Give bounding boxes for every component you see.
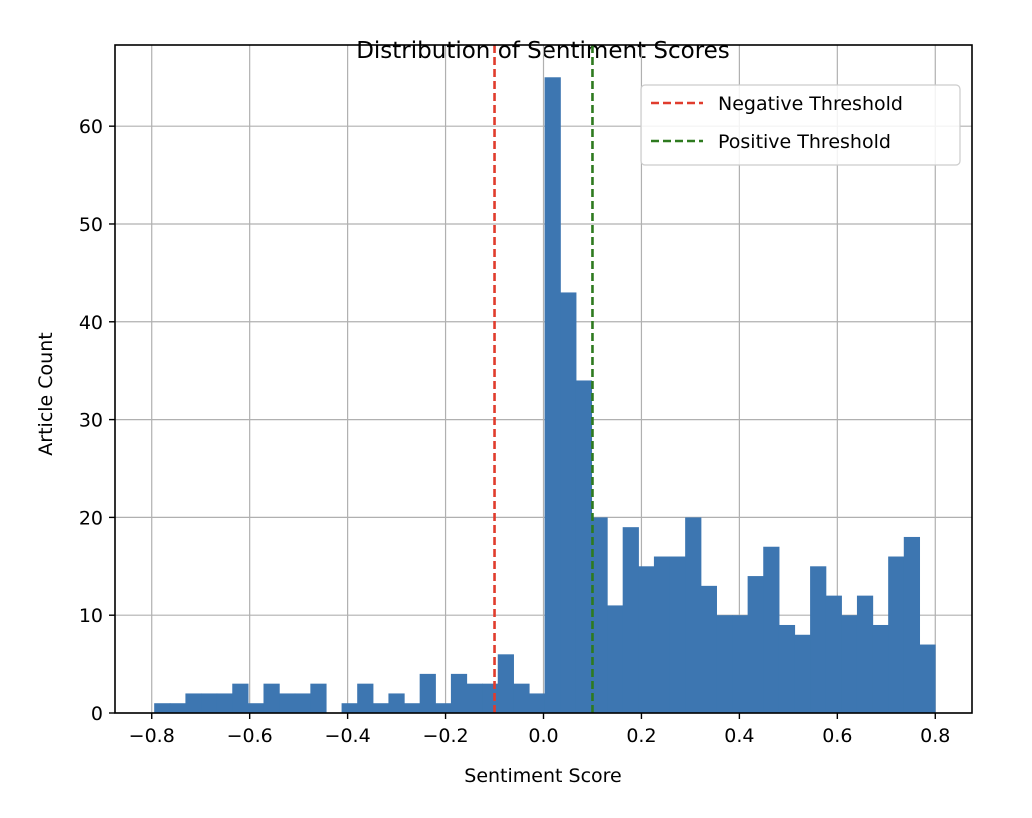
histogram-bar — [575, 380, 593, 713]
histogram-bar — [872, 624, 889, 713]
x-tick-label: 0.4 — [724, 725, 754, 747]
histogram-bar — [341, 703, 358, 713]
histogram-bar — [247, 703, 265, 713]
histogram-bar — [622, 527, 639, 713]
x-tick-label: −0.4 — [325, 725, 371, 747]
histogram-bar — [685, 517, 702, 713]
histogram-bar — [497, 654, 514, 713]
histogram-bar — [216, 693, 233, 713]
histogram-bar — [201, 693, 218, 713]
x-tick-label: 0.0 — [528, 725, 558, 747]
histogram-bar — [778, 624, 796, 713]
histogram-bar — [450, 673, 468, 713]
histogram-bar — [294, 693, 311, 713]
legend-label-positive-threshold: Positive Threshold — [718, 131, 891, 153]
x-tick-label: 0.6 — [822, 725, 852, 747]
y-tick-label: 50 — [79, 214, 103, 236]
threshold-lines — [493, 45, 594, 713]
histogram-bar — [419, 673, 436, 713]
y-tick-label: 10 — [79, 605, 103, 627]
y-axis-ticks: 0 10 20 30 40 50 60 — [79, 116, 115, 725]
histogram-bar — [513, 683, 530, 713]
histogram-bar — [435, 703, 452, 713]
x-tick-label: −0.2 — [422, 725, 468, 747]
histogram-bar — [404, 703, 421, 713]
histogram-bar — [653, 556, 671, 713]
histogram-bar — [825, 595, 842, 713]
x-tick-label: −0.6 — [227, 725, 273, 747]
histogram-bar — [232, 683, 249, 713]
histogram-bar — [169, 703, 187, 713]
histogram-bar — [528, 693, 546, 713]
histogram-bar — [794, 634, 811, 713]
histogram-bar — [732, 615, 749, 713]
histogram-bar — [372, 703, 390, 713]
histogram-bars — [154, 77, 936, 713]
histogram-bar — [263, 683, 280, 713]
histogram-bar — [185, 693, 202, 713]
histogram-bar — [669, 556, 686, 713]
histogram-bar — [700, 585, 717, 713]
legend-box — [640, 84, 961, 166]
histogram-bar — [544, 77, 561, 713]
histogram-bar — [154, 703, 171, 713]
histogram-bar — [810, 566, 827, 713]
histogram-bar — [638, 566, 655, 713]
y-tick-label: 60 — [79, 116, 103, 138]
x-tick-label: −0.8 — [129, 725, 175, 747]
histogram-bar — [466, 683, 483, 713]
x-tick-label: 0.8 — [920, 725, 950, 747]
x-tick-label: 0.2 — [626, 725, 656, 747]
y-tick-label: 40 — [79, 312, 103, 334]
histogram-bar — [279, 693, 296, 713]
x-axis-ticks: −0.8 −0.6 −0.4 −0.2 0.0 0.2 0.4 0.6 0.8 — [129, 713, 950, 747]
histogram-bar — [856, 595, 874, 713]
histogram-bar — [841, 615, 858, 713]
histogram-bar — [903, 536, 921, 713]
histogram-bar — [388, 693, 405, 713]
y-tick-label: 30 — [79, 410, 103, 432]
y-axis-label: Article Count — [35, 332, 57, 455]
histogram-bar — [482, 683, 499, 713]
legend: Negative Threshold Positive Threshold — [640, 84, 961, 166]
x-axis-label: Sentiment Score — [464, 765, 621, 787]
legend-label-negative-threshold: Negative Threshold — [718, 93, 903, 115]
histogram-bar — [747, 576, 764, 713]
histogram-bar — [607, 605, 624, 713]
histogram-bar — [919, 644, 936, 713]
histogram-bar — [716, 615, 733, 713]
histogram-bar — [560, 292, 577, 713]
y-tick-label: 20 — [79, 507, 103, 529]
histogram-bar — [357, 683, 374, 713]
histogram-bar — [888, 556, 905, 713]
histogram-bar — [591, 517, 608, 713]
histogram-bar — [310, 683, 327, 713]
histogram-bar — [763, 546, 780, 713]
y-tick-label: 0 — [91, 703, 103, 725]
